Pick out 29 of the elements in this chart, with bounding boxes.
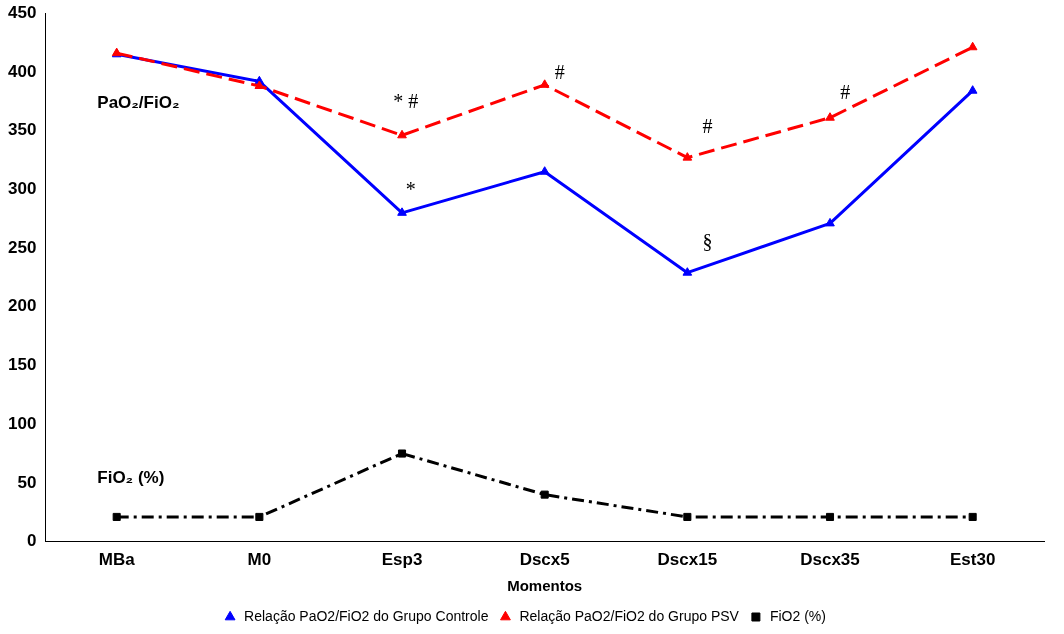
annotation: # [554,61,565,84]
x-tick-label: Est30 [949,550,996,570]
y-tick-label: 450 [7,2,37,22]
x-tick-label: MBa [98,550,136,570]
y-tick-label: 400 [7,61,37,81]
x-tick-label: Esp3 [381,550,423,570]
x-tick-label: Dscx35 [800,550,860,570]
annotation: PaO₂/FiO₂ [97,92,180,112]
annotation: * # [393,90,419,113]
annotation: FiO₂ (%) [97,467,165,487]
y-tick-label: 150 [7,355,37,375]
x-tick-label: Dscx15 [657,550,718,570]
legend-label: Relação PaO2/FiO2 do Grupo PSV [519,607,740,624]
annotation: § [702,229,713,252]
y-tick-label: 100 [7,413,37,433]
x-axis-title: Momentos [507,577,583,595]
annotation: * [405,177,416,200]
legend-label: FiO2 (%) [769,607,826,624]
x-tick-label: M0 [247,550,272,570]
y-tick-label: 50 [17,472,37,492]
legend-label: Relação PaO2/FiO2 do Grupo Controle [244,607,489,624]
y-tick-label: 350 [7,120,37,140]
annotation: # [840,81,851,104]
y-tick-label: 250 [7,237,37,257]
x-tick-label: Dscx5 [519,550,570,570]
y-tick-label: 300 [7,179,37,199]
y-tick-label: 200 [7,296,37,316]
y-tick-label: 0 [26,531,37,551]
annotation: # [702,115,713,138]
